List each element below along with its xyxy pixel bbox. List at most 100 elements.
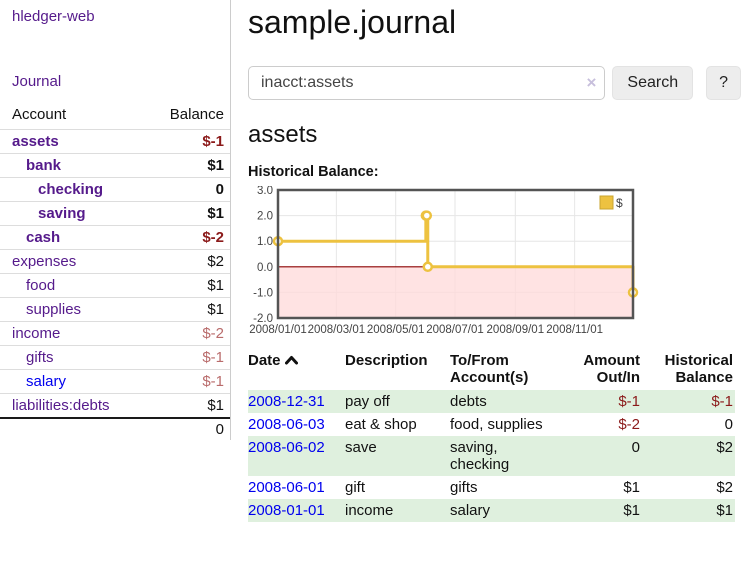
account-link-bank[interactable]: bank bbox=[26, 157, 62, 174]
register-row: 2008-06-01 gift gifts $1 $2 bbox=[248, 476, 735, 499]
svg-text:0.0: 0.0 bbox=[257, 262, 273, 274]
svg-text:$: $ bbox=[616, 196, 623, 210]
register-header-balance: Historical Balance bbox=[664, 351, 733, 386]
account-row-salary: salary $-1 bbox=[0, 369, 230, 394]
transaction-description: save bbox=[345, 438, 377, 456]
account-link-gifts[interactable]: gifts bbox=[26, 349, 54, 366]
account-title: assets bbox=[248, 120, 318, 148]
sidebar: hledger-web Journal Account Balance asse… bbox=[0, 0, 231, 440]
account-balance: $-2 bbox=[202, 229, 224, 246]
page: hledger-web Journal Account Balance asse… bbox=[0, 0, 741, 522]
account-row-liabilities-debts: liabilities:debts $1 bbox=[0, 393, 230, 419]
account-balance: $1 bbox=[207, 205, 224, 222]
account-balance: $-1 bbox=[202, 373, 224, 390]
chart-label: Historical Balance: bbox=[248, 163, 379, 180]
balance-chart-container: $3.0 2.0 1.0 0.0 -1.0 -2.0 2008/01/01 2008/03/0… bbox=[248, 185, 741, 343]
account-row-supplies: supplies $1 bbox=[0, 297, 230, 322]
transaction-description: gift bbox=[345, 478, 366, 496]
account-link-checking[interactable]: checking bbox=[38, 181, 104, 198]
transaction-accounts: gifts bbox=[450, 478, 478, 496]
account-row-food: food $1 bbox=[0, 273, 230, 298]
transaction-date-link[interactable]: 2008-06-02 bbox=[248, 438, 325, 456]
register-row: 2008-06-02 save saving, checking 0 $2 bbox=[248, 435, 735, 476]
account-balance: $1 bbox=[207, 397, 224, 414]
search-input[interactable] bbox=[248, 65, 606, 100]
account-row-cash: cash $-2 bbox=[0, 225, 230, 250]
account-row-checking: checking 0 bbox=[0, 177, 230, 202]
transaction-balance: $2 bbox=[716, 478, 733, 496]
account-link-salary[interactable]: salary bbox=[26, 373, 67, 390]
register-table: Date Description To/From Account(s) Amou… bbox=[248, 350, 735, 522]
sort-ascending-icon bbox=[284, 353, 298, 370]
svg-text:-2.0: -2.0 bbox=[253, 313, 273, 325]
transaction-date-link[interactable]: 2008-12-31 bbox=[248, 392, 325, 410]
account-link-saving[interactable]: saving bbox=[38, 205, 86, 222]
svg-text:2008/03/01: 2008/03/01 bbox=[308, 324, 366, 336]
svg-text:3.0: 3.0 bbox=[257, 186, 273, 197]
svg-text:2008/05/01: 2008/05/01 bbox=[367, 324, 425, 336]
clear-search-icon[interactable]: × bbox=[586, 72, 597, 92]
account-link-assets[interactable]: assets bbox=[12, 133, 59, 150]
account-link-supplies[interactable]: supplies bbox=[26, 301, 82, 318]
search-bar: × Search ? bbox=[248, 65, 741, 100]
accounts-total-row: 0 bbox=[0, 418, 230, 441]
transaction-amount: 0 bbox=[631, 438, 640, 456]
transaction-accounts: saving, checking bbox=[450, 438, 510, 473]
transaction-description: eat & shop bbox=[345, 415, 417, 433]
help-button[interactable]: ? bbox=[706, 65, 741, 100]
account-row-gifts: gifts $-1 bbox=[0, 345, 230, 370]
svg-text:-1.0: -1.0 bbox=[253, 287, 273, 299]
transaction-amount: $-2 bbox=[618, 415, 640, 433]
account-balance: $1 bbox=[207, 301, 224, 318]
register-header-date[interactable]: Date bbox=[248, 350, 345, 390]
transaction-balance: $2 bbox=[716, 438, 733, 456]
accounts-header-account: Account bbox=[12, 106, 67, 123]
main-content: sample.journal × Search ? assets Histori… bbox=[231, 0, 741, 522]
account-row-bank: bank $1 bbox=[0, 153, 230, 178]
account-link-food[interactable]: food bbox=[26, 277, 56, 294]
svg-text:2008/11/01: 2008/11/01 bbox=[546, 324, 603, 336]
accounts-total-value: 0 bbox=[215, 421, 224, 438]
account-row-saving: saving $1 bbox=[0, 201, 230, 226]
svg-text:1.0: 1.0 bbox=[257, 236, 273, 248]
sidebar-item-journal[interactable]: Journal bbox=[12, 73, 62, 90]
register-row: 2008-12-31 pay off debts $-1 $-1 bbox=[248, 389, 735, 413]
search-button[interactable]: Search bbox=[612, 65, 694, 100]
transaction-date-link[interactable]: 2008-01-01 bbox=[248, 501, 325, 519]
transaction-accounts: debts bbox=[450, 392, 487, 410]
account-link-expenses[interactable]: expenses bbox=[12, 253, 77, 270]
transaction-date-link[interactable]: 2008-06-01 bbox=[248, 478, 325, 496]
transaction-balance: $1 bbox=[716, 501, 733, 519]
transaction-date-link[interactable]: 2008-06-03 bbox=[248, 415, 325, 433]
account-balance: 0 bbox=[215, 181, 224, 198]
account-balance: $2 bbox=[207, 253, 224, 270]
transaction-amount: $1 bbox=[623, 501, 640, 519]
account-balance: $-1 bbox=[202, 133, 224, 150]
register-row: 2008-01-01 income salary $1 $1 bbox=[248, 498, 735, 522]
register-header-description: Description bbox=[345, 351, 428, 369]
transaction-balance: $-1 bbox=[711, 392, 733, 410]
accounts-table: Account Balance assets $-1 bank $1 check… bbox=[0, 102, 230, 441]
transaction-amount: $-1 bbox=[618, 392, 640, 410]
account-link-liabilities-debts[interactable]: liabilities:debts bbox=[12, 397, 110, 414]
transaction-description: income bbox=[345, 501, 394, 519]
transaction-balance: 0 bbox=[724, 415, 733, 433]
svg-text:2.0: 2.0 bbox=[257, 210, 273, 222]
account-link-income[interactable]: income bbox=[12, 325, 61, 342]
account-balance: $1 bbox=[207, 157, 224, 174]
svg-text:2008/09/01: 2008/09/01 bbox=[487, 324, 545, 336]
account-balance: $1 bbox=[207, 277, 224, 294]
account-row-assets: assets $-1 bbox=[0, 129, 230, 154]
svg-text:2008/01/01: 2008/01/01 bbox=[249, 324, 307, 336]
svg-text:2008/07/01: 2008/07/01 bbox=[426, 324, 484, 336]
register-header-row: Date Description To/From Account(s) Amou… bbox=[248, 350, 735, 390]
page-title: sample.journal bbox=[248, 4, 457, 40]
register-header-accounts: To/From Account(s) bbox=[450, 351, 529, 386]
accounts-header-balance: Balance bbox=[169, 106, 224, 123]
account-balance: $-1 bbox=[202, 349, 224, 366]
register-header-amount: Amount Out/In bbox=[583, 351, 640, 386]
account-link-cash[interactable]: cash bbox=[26, 229, 61, 246]
register-row: 2008-06-03 eat & shop food, supplies $-2… bbox=[248, 413, 735, 436]
brand-link[interactable]: hledger-web bbox=[12, 8, 95, 25]
